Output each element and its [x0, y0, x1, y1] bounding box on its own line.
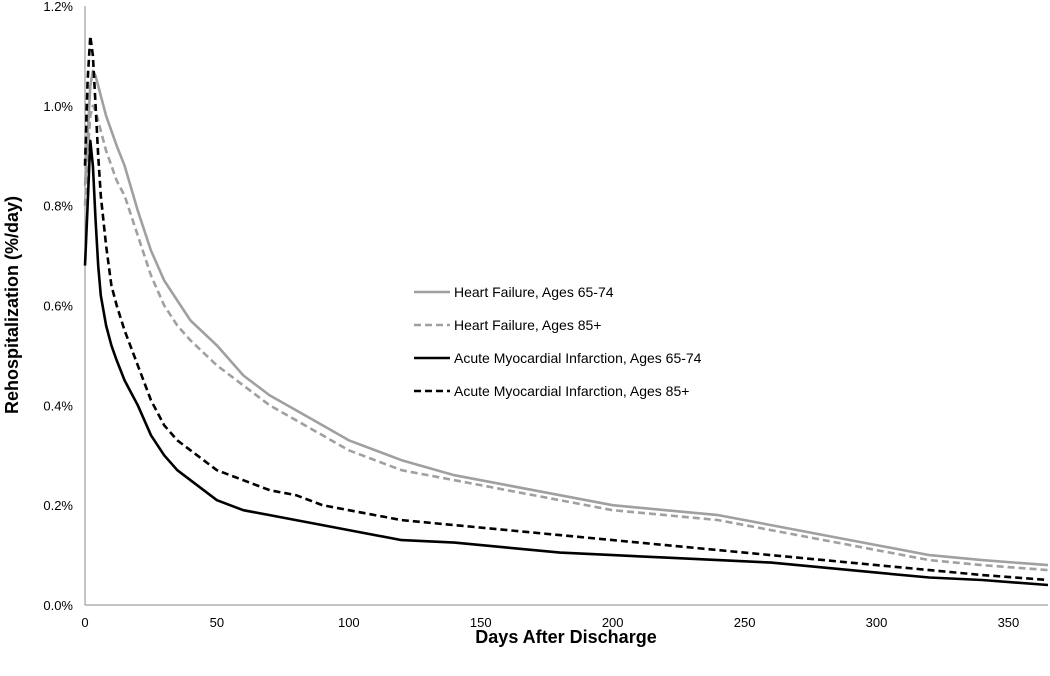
- y-tick-label: 0.4%: [43, 398, 73, 413]
- legend-label: Acute Myocardial Infarction, Ages 65-74: [454, 350, 702, 366]
- x-tick-label: 300: [866, 615, 888, 630]
- y-tick-label: 0.2%: [43, 498, 73, 513]
- y-tick-label: 0.8%: [43, 199, 73, 214]
- axes: [84, 6, 1048, 606]
- series-line-3: [83, 139, 1049, 587]
- legend-label: Acute Myocardial Infarction, Ages 85+: [454, 383, 689, 399]
- y-tick-labels: 0.0% 0.2% 0.4% 0.6% 0.8% 1.0% 1.2%: [43, 0, 73, 613]
- x-tick-label: 100: [338, 615, 360, 630]
- x-tick-labels: 0 50 100 150 200 250 300 350: [81, 615, 1019, 630]
- y-tick-label: 0.6%: [43, 299, 73, 314]
- series-line-4: [83, 34, 1049, 582]
- x-tick-label: 350: [998, 615, 1020, 630]
- y-tick-label: 0.0%: [43, 598, 73, 613]
- x-axis-title: Days After Discharge: [475, 627, 656, 647]
- legend-label: Heart Failure, Ages 65-74: [454, 284, 614, 300]
- legend-label: Heart Failure, Ages 85+: [454, 317, 601, 333]
- x-tick-label: 200: [602, 615, 624, 630]
- x-tick-label: 150: [470, 615, 492, 630]
- legend: Heart Failure, Ages 65-74 Heart Failure, …: [414, 284, 702, 399]
- y-tick-label: 1.2%: [43, 0, 73, 14]
- x-tick-label: 0: [81, 615, 88, 630]
- y-axis-title: Rehospitalization (%/day): [2, 196, 22, 414]
- series-layer: [83, 34, 1049, 587]
- series-line-2: [83, 104, 1049, 572]
- y-tick-label: 1.0%: [43, 99, 73, 114]
- x-tick-label: 50: [210, 615, 224, 630]
- x-tick-label: 250: [734, 615, 756, 630]
- series-line-1: [83, 69, 1049, 567]
